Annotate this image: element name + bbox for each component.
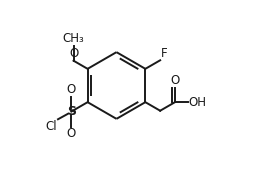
Text: F: F xyxy=(161,47,168,60)
Text: O: O xyxy=(67,83,76,96)
Text: OH: OH xyxy=(189,96,207,109)
Text: S: S xyxy=(67,105,76,118)
Text: O: O xyxy=(170,74,179,87)
Text: O: O xyxy=(67,128,76,141)
Text: CH₃: CH₃ xyxy=(63,32,84,45)
Text: O: O xyxy=(69,47,78,60)
Text: Cl: Cl xyxy=(45,120,57,133)
